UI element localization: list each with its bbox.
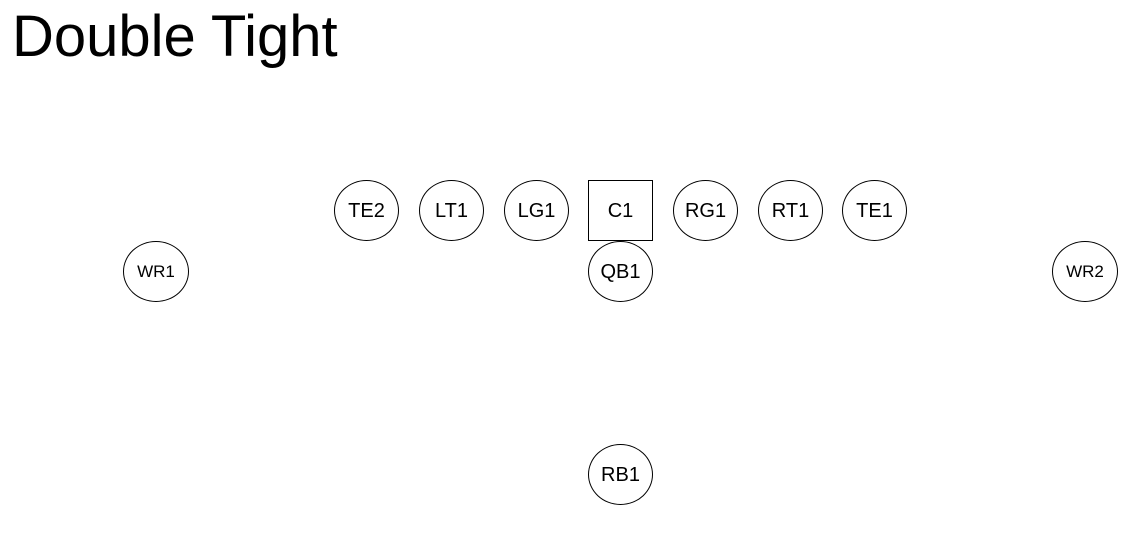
player-lt1: LT1 bbox=[419, 180, 484, 241]
formation-title: Double Tight bbox=[12, 4, 338, 69]
player-rb1: RB1 bbox=[588, 444, 653, 505]
player-te2: TE2 bbox=[334, 180, 399, 241]
player-c1: C1 bbox=[588, 180, 653, 241]
player-lg1: LG1 bbox=[504, 180, 569, 241]
player-rt1: RT1 bbox=[758, 180, 823, 241]
player-rg1: RG1 bbox=[673, 180, 738, 241]
player-te1: TE1 bbox=[842, 180, 907, 241]
player-qb1: QB1 bbox=[588, 241, 653, 302]
player-wr1: WR1 bbox=[123, 241, 189, 302]
player-wr2: WR2 bbox=[1052, 241, 1118, 302]
